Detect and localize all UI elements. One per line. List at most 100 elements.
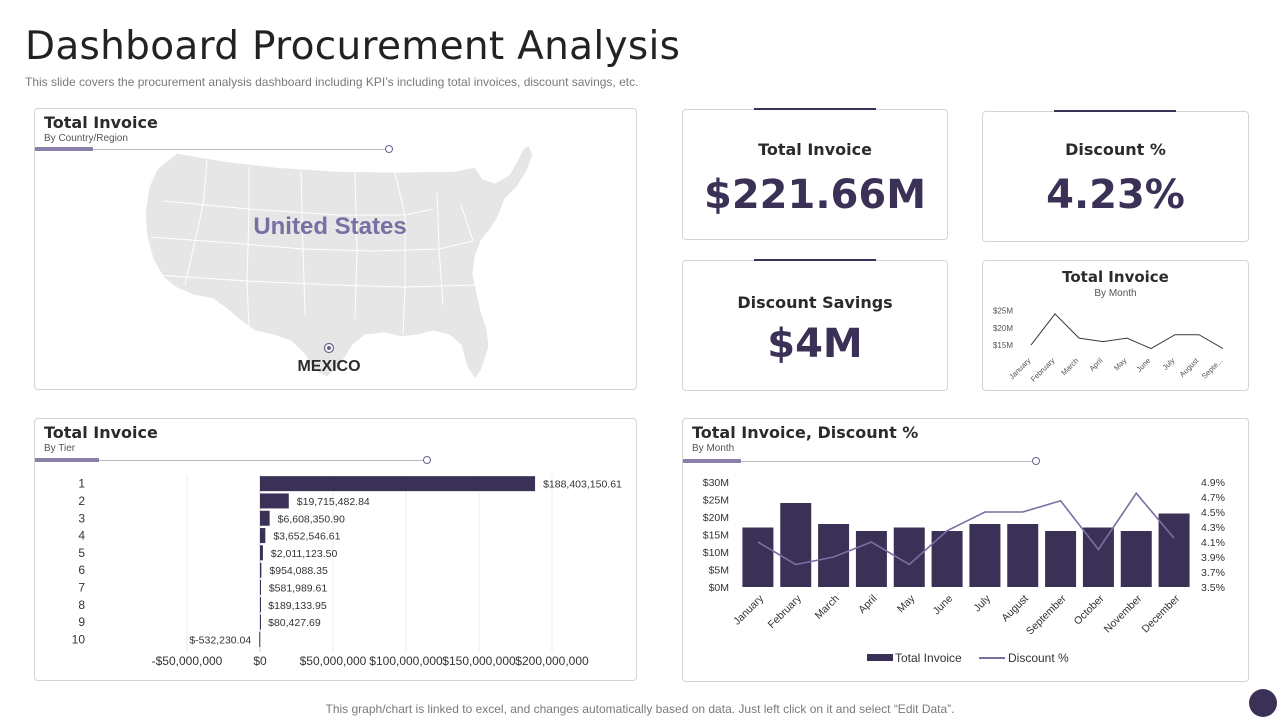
y-tick-label: $30M	[703, 477, 729, 489]
y2-tick-label: 4.9%	[1201, 477, 1225, 489]
kpi-discount-savings-label: Discount Savings	[737, 293, 893, 312]
tier-label: 7	[78, 580, 85, 594]
tier-label: 3	[78, 511, 85, 525]
map-card[interactable]: Total Invoice By Country/Region United S…	[34, 108, 637, 390]
bar	[1120, 531, 1152, 587]
x-tick-label: $150,000,000	[442, 654, 516, 668]
x-tick-label: $100,000,000	[369, 654, 443, 668]
filter-slider-knob[interactable]	[423, 456, 431, 464]
invoice-discount-by-month-card[interactable]: Total Invoice, Discount % By Month $0M $5…	[682, 418, 1249, 682]
kpi-total-invoice-label: Total Invoice	[758, 140, 872, 159]
y-tick-label: $5M	[709, 565, 729, 577]
kpi-total-invoice-card[interactable]: Total Invoice $221.66M	[682, 108, 948, 240]
kpi-accent-bar	[754, 259, 876, 261]
y2-tick-label: 4.7%	[1201, 492, 1225, 504]
filter-slider-knob[interactable]	[1032, 457, 1040, 465]
tier-chart-title: Total Invoice	[44, 423, 158, 442]
y2-tick-label: 4.5%	[1201, 507, 1225, 519]
bar-value-label: $188,403,150.61	[543, 479, 622, 491]
bar	[259, 631, 261, 647]
filter-slider-knob[interactable]	[385, 145, 393, 153]
tier-label: 1	[78, 477, 85, 491]
y2-tick-label: 3.5%	[1201, 582, 1225, 594]
y-tick-label: $15M	[993, 341, 1013, 350]
marker-label: MEXICO	[297, 358, 360, 375]
y-tick-label: $10M	[703, 547, 729, 559]
discount-line	[757, 491, 1175, 566]
us-map-shape	[144, 144, 534, 381]
kpi-discount-pct-card[interactable]: Discount % 4.23%	[982, 110, 1249, 242]
x-tick-label: January	[731, 592, 766, 627]
x-tick-label: -$50,000,000	[152, 654, 223, 668]
bar	[260, 493, 289, 509]
tier-label: 5	[78, 546, 85, 560]
invoice-discount-by-month-chart[interactable]: $0M $5M $10M $15M $20M $25M $30M 3.5% 3.7% 3.9% 4.…	[683, 419, 1250, 683]
tier-label: 8	[78, 598, 85, 612]
bar	[260, 597, 261, 613]
x-tick-label: August	[1178, 355, 1202, 379]
x-tick-label: $0	[253, 654, 267, 668]
y-tick-label: $20M	[993, 324, 1013, 333]
tier-label: 9	[78, 615, 85, 629]
bar	[1007, 524, 1039, 587]
tier-label: 2	[78, 494, 85, 508]
kpi-discount-pct-label: Discount %	[1065, 140, 1166, 159]
filter-slider-track[interactable]	[683, 461, 1033, 462]
y-tick-label: $0M	[709, 582, 729, 594]
x-tick-label: September	[1024, 592, 1069, 637]
y-tick-label: $20M	[703, 512, 729, 524]
kpi-discount-savings-value: $4M	[767, 321, 863, 367]
bar-value-label: $954,088.35	[269, 565, 328, 577]
bar	[855, 531, 887, 587]
x-tick-label: April	[856, 593, 879, 616]
bar	[260, 579, 261, 595]
kpi-total-invoice-value: $221.66M	[704, 172, 926, 218]
kpi-accent-bar	[754, 108, 876, 110]
corner-dot	[1249, 689, 1277, 717]
bar-value-label: $80,427.69	[268, 617, 321, 629]
bar	[260, 545, 263, 561]
bar	[260, 614, 261, 630]
filter-slider-fill	[35, 458, 99, 462]
tier-label: 10	[72, 632, 86, 646]
kpi-discount-savings-card[interactable]: Discount Savings $4M	[682, 259, 948, 391]
kpi-accent-bar	[1054, 110, 1176, 112]
invoice-by-tier-chart[interactable]: -$50,000,000 $0 $50,000,000 $100,000,000 $15…	[35, 419, 638, 682]
filter-slider-track[interactable]	[35, 460, 425, 461]
x-tick-label: March	[1059, 356, 1080, 377]
country-label: United States	[253, 213, 406, 240]
invoice-by-tier-card[interactable]: Total Invoice By Tier -$50,000,000 $0 $50,…	[34, 418, 637, 681]
combo-chart-subtitle: By Month	[692, 443, 735, 454]
x-tick-label: March	[813, 593, 842, 622]
filter-slider-fill	[35, 147, 93, 151]
invoice-by-month-mini-card[interactable]: Total Invoice By Month $15M $20M $25M Janua…	[982, 260, 1249, 391]
y-tick-label: $25M	[703, 495, 729, 507]
y-tick-label: $15M	[703, 530, 729, 542]
kpi-discount-pct-value: 4.23%	[1046, 172, 1185, 218]
x-tick-label: June	[931, 593, 956, 618]
filter-slider-track[interactable]	[35, 149, 387, 150]
x-tick-label: July	[1161, 356, 1177, 372]
bar	[893, 527, 925, 587]
x-tick-label: February	[766, 592, 805, 631]
x-tick-label: August	[999, 593, 1031, 625]
bar	[260, 562, 262, 578]
bar	[260, 528, 266, 544]
bar	[742, 527, 774, 587]
tier-label: 6	[78, 563, 85, 577]
bar-value-label: $6,608,350.90	[278, 513, 345, 525]
bar	[969, 524, 1001, 587]
x-tick-label: Septe...	[1200, 356, 1225, 381]
footer-note: This graph/chart is linked to excel, and…	[325, 702, 955, 716]
bar	[1045, 531, 1077, 587]
page-subtitle: This slide covers the procurement analys…	[25, 75, 639, 89]
bar-value-label: $-532,230.04	[189, 634, 251, 646]
map-card-subtitle: By Country/Region	[44, 133, 128, 144]
series-line	[1030, 313, 1224, 350]
legend-label: Discount %	[1008, 651, 1069, 665]
us-map[interactable]: United States MEXICO	[35, 109, 638, 391]
x-tick-label: $200,000,000	[515, 654, 589, 668]
map-card-title: Total Invoice	[44, 113, 158, 132]
legend-label: Total Invoice	[895, 651, 962, 665]
